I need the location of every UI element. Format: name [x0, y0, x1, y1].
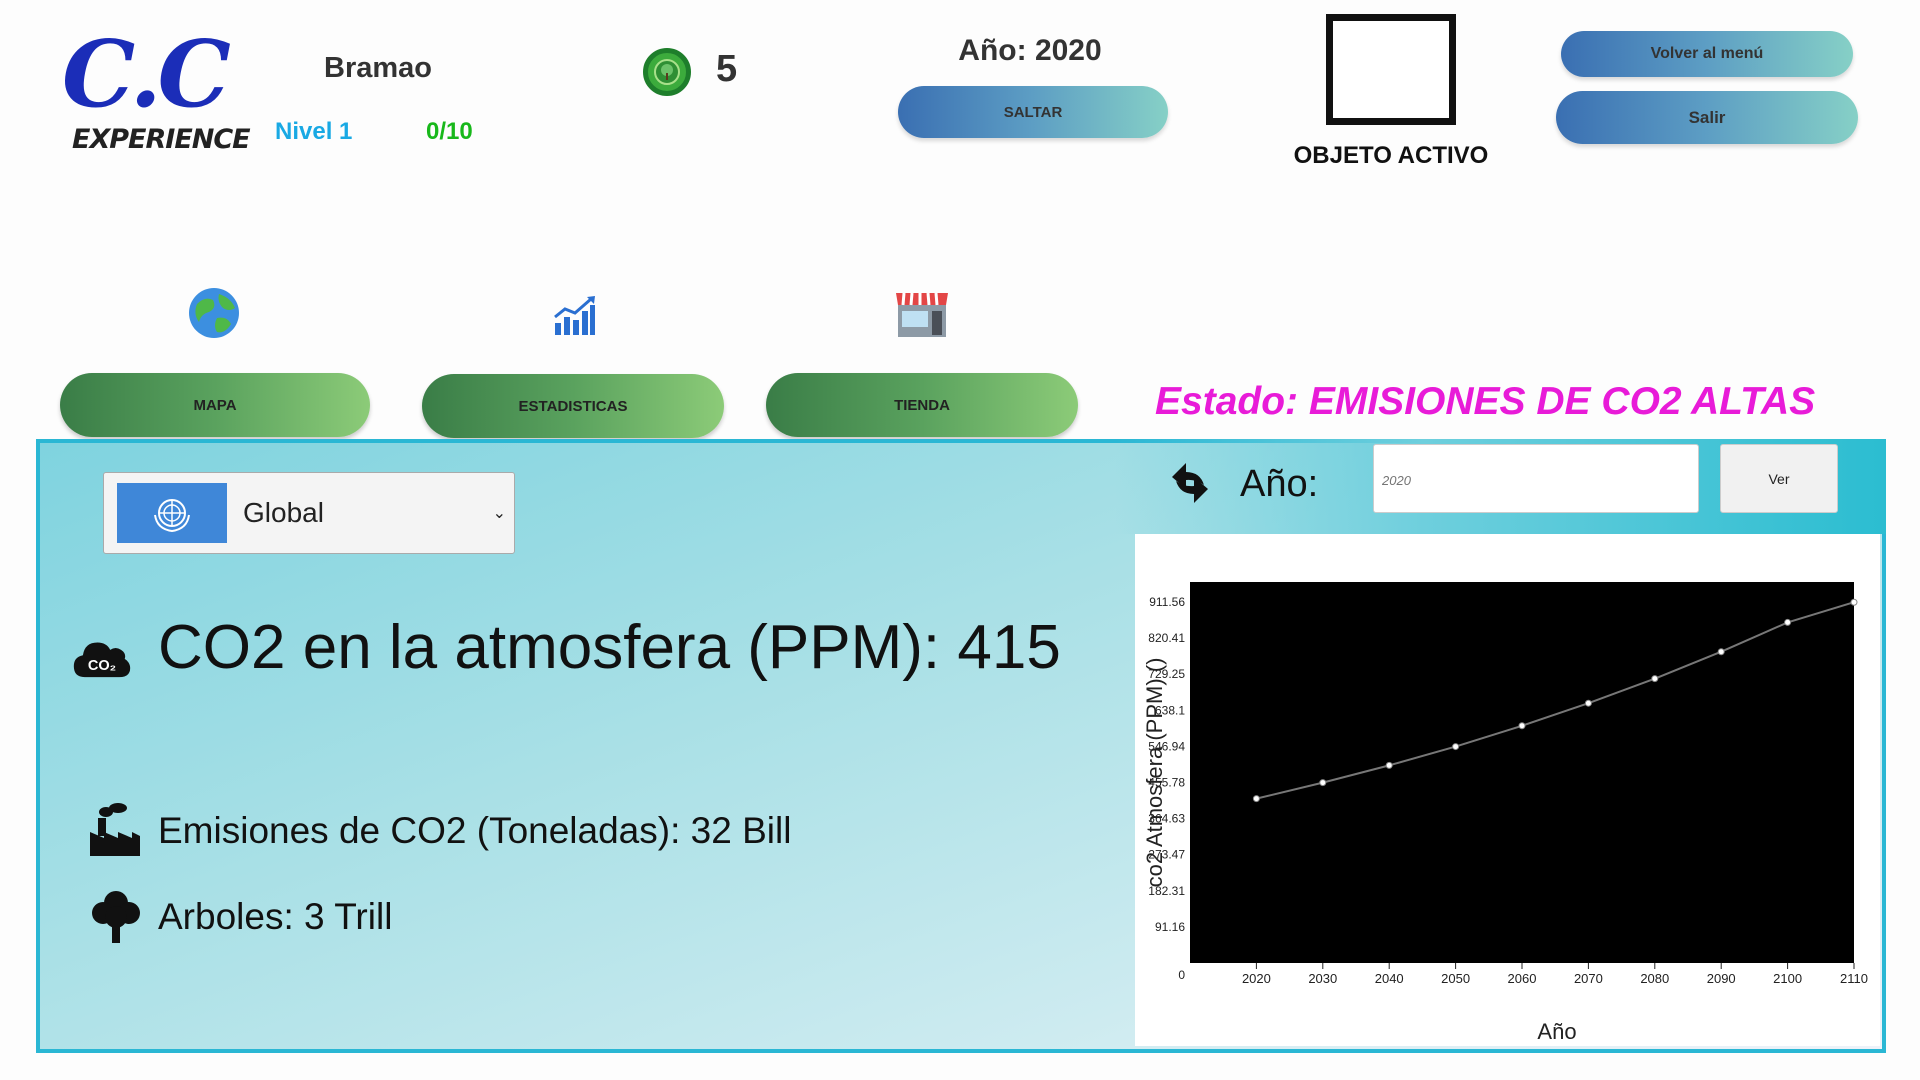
year-input[interactable]	[1373, 444, 1699, 513]
data-point	[1252, 795, 1260, 803]
back-to-menu-button[interactable]: Volver al menú	[1561, 31, 1853, 77]
exit-button[interactable]: Salir	[1556, 91, 1858, 144]
co2-chart-svg: 0 91.16 182.31 273.47 364.63 455.78 546.94 638.…	[1135, 534, 1880, 1046]
y-tick-label: 638.1	[1155, 703, 1185, 717]
coin-count: 5	[716, 48, 738, 90]
x-tick-label: 2060	[1508, 971, 1537, 986]
y-tick-label: 273.47	[1148, 848, 1185, 862]
status-text: Estado: EMISIONES DE CO2 ALTAS	[1155, 380, 1816, 423]
data-point	[1518, 722, 1526, 730]
tree-icon	[86, 886, 146, 946]
y-tick-label: 911.56	[1149, 595, 1185, 609]
data-point	[1385, 761, 1393, 769]
factory-icon	[84, 800, 144, 860]
x-tick-label: 2090	[1707, 971, 1736, 986]
skip-button[interactable]: SALTAR	[898, 86, 1168, 138]
svg-text:CO₂: CO₂	[88, 658, 116, 674]
active-object-label: OBJETO ACTIVO	[1293, 142, 1489, 169]
logo-subtitle: EXPERIENCE	[72, 124, 251, 155]
year-label: Año:	[1240, 463, 1319, 505]
nav-map-button[interactable]: MAPA	[60, 373, 370, 437]
x-tick-label: 2110	[1840, 971, 1868, 986]
trees-value: Arboles: 3 Trill	[158, 896, 393, 937]
emissions-value: Emisiones de CO2 (Toneladas): 32 Bill	[158, 810, 792, 851]
tree-coin-icon	[643, 48, 691, 96]
x-tick-label: 2080	[1640, 971, 1669, 986]
data-point	[1717, 648, 1725, 656]
data-point	[1850, 598, 1858, 606]
refresh-icon[interactable]	[1162, 455, 1218, 511]
data-point	[1452, 743, 1460, 751]
x-tick-label: 2070	[1574, 971, 1603, 986]
co2-chart: 0 91.16 182.31 273.47 364.63 455.78 546.94 638.…	[1135, 534, 1880, 1046]
series-line	[1256, 601, 1855, 800]
data-point	[1784, 618, 1792, 626]
y-axis-label: co2 Atmosfera (PPM) ()	[1142, 658, 1167, 888]
player-name: Bramao	[324, 52, 432, 84]
y-tick-label: 546.94	[1148, 739, 1185, 753]
plot-area	[1190, 582, 1854, 963]
y-tick-label: 820.41	[1148, 631, 1185, 645]
level-label: Nivel 1	[275, 118, 353, 145]
y-tick-label: 455.78	[1148, 776, 1185, 790]
un-flag-icon	[117, 483, 227, 543]
co2-atmosphere-value: CO2 en la atmosfera (PPM): 415	[158, 613, 1061, 682]
current-year: Año: 2020	[958, 34, 1102, 67]
data-point	[1651, 675, 1659, 683]
x-tick-label: 2050	[1441, 971, 1470, 986]
view-button[interactable]: Ver	[1720, 444, 1838, 513]
y-tick-label: 182.31	[1148, 884, 1185, 898]
x-tick-label: 2040	[1375, 971, 1404, 986]
globe-icon[interactable]	[186, 285, 242, 341]
region-select[interactable]: Global ⌄	[103, 472, 515, 554]
co2-cloud-icon: CO₂	[72, 628, 132, 688]
y-tick-label: 729.25	[1148, 667, 1185, 681]
x-tick-label: 2100	[1773, 971, 1802, 986]
logo-mark: C.C	[62, 20, 231, 128]
store-icon[interactable]	[894, 286, 950, 342]
region-select-value: Global	[243, 497, 324, 528]
active-object-slot[interactable]	[1326, 14, 1456, 125]
y-tick-label: 91.16	[1155, 920, 1185, 934]
nav-stats-button[interactable]: ESTADISTICAS	[422, 374, 724, 438]
x-axis-label: Año	[1537, 1019, 1576, 1044]
data-point	[1584, 699, 1592, 707]
nav-store-button[interactable]: TIENDA	[766, 373, 1078, 437]
chart-icon[interactable]	[546, 288, 602, 344]
level-progress: 0/10	[426, 118, 473, 145]
chevron-down-icon: ⌄	[492, 505, 506, 522]
app-logo: C.C EXPERIENCE	[62, 20, 251, 188]
data-point	[1319, 779, 1327, 787]
y-tick-label: 364.63	[1148, 812, 1185, 826]
x-tick-label: 2030	[1308, 971, 1337, 986]
x-tick-label: 2020	[1242, 971, 1271, 986]
y-tick-label: 0	[1178, 968, 1185, 982]
